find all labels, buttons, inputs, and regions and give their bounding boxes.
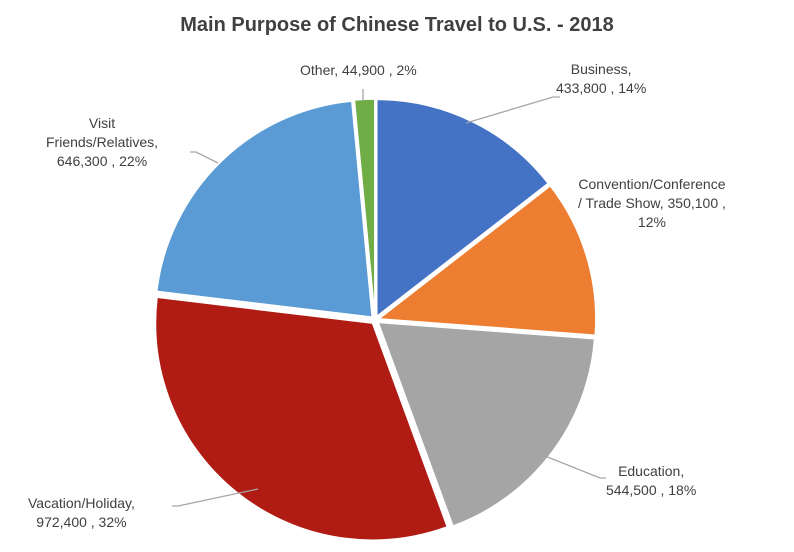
leader-line-business <box>465 96 560 124</box>
label-text: 972,400 , 32% <box>36 514 127 530</box>
data-label-other: Other, 44,900 , 2% <box>300 61 417 80</box>
leader-line-visit <box>190 151 219 164</box>
label-text: / Trade Show, 350,100 , <box>578 195 726 211</box>
label-text: Other, 44,900 , 2% <box>300 62 417 78</box>
data-label-business: Business, 433,800 , 14% <box>556 60 646 98</box>
label-text: Vacation/Holiday, <box>28 495 135 511</box>
pie-slice-education <box>377 321 596 528</box>
label-text: Education, <box>618 463 685 479</box>
leader-line-vacation <box>172 488 259 507</box>
pie-slice-other <box>353 98 376 317</box>
label-text: 433,800 , 14% <box>556 80 647 96</box>
data-label-vacation: Vacation/Holiday, 972,400 , 32% <box>28 494 135 532</box>
data-label-visit: Visit Friends/Relatives, 646,300 , 22% <box>46 114 158 171</box>
data-label-convention: Convention/Conference / Trade Show, 350,… <box>578 175 726 232</box>
label-text: Convention/Conference <box>578 176 726 192</box>
pie-slice-visit-friends-relatives <box>155 100 374 318</box>
label-text: Visit <box>88 115 116 131</box>
label-text: Business, <box>570 61 632 77</box>
pie-slice-convention-conference-trade-show <box>376 184 597 336</box>
chart-title: Main Purpose of Chinese Travel to U.S. -… <box>180 14 614 36</box>
leader-line-education <box>519 445 606 479</box>
data-label-education: Education, 544,500 , 18% <box>606 462 696 500</box>
label-text: 544,500 , 18% <box>606 482 697 498</box>
label-text: 12% <box>637 214 666 230</box>
label-text: Friends/Relatives, <box>46 134 159 150</box>
label-text: 646,300 , 22% <box>56 153 148 169</box>
